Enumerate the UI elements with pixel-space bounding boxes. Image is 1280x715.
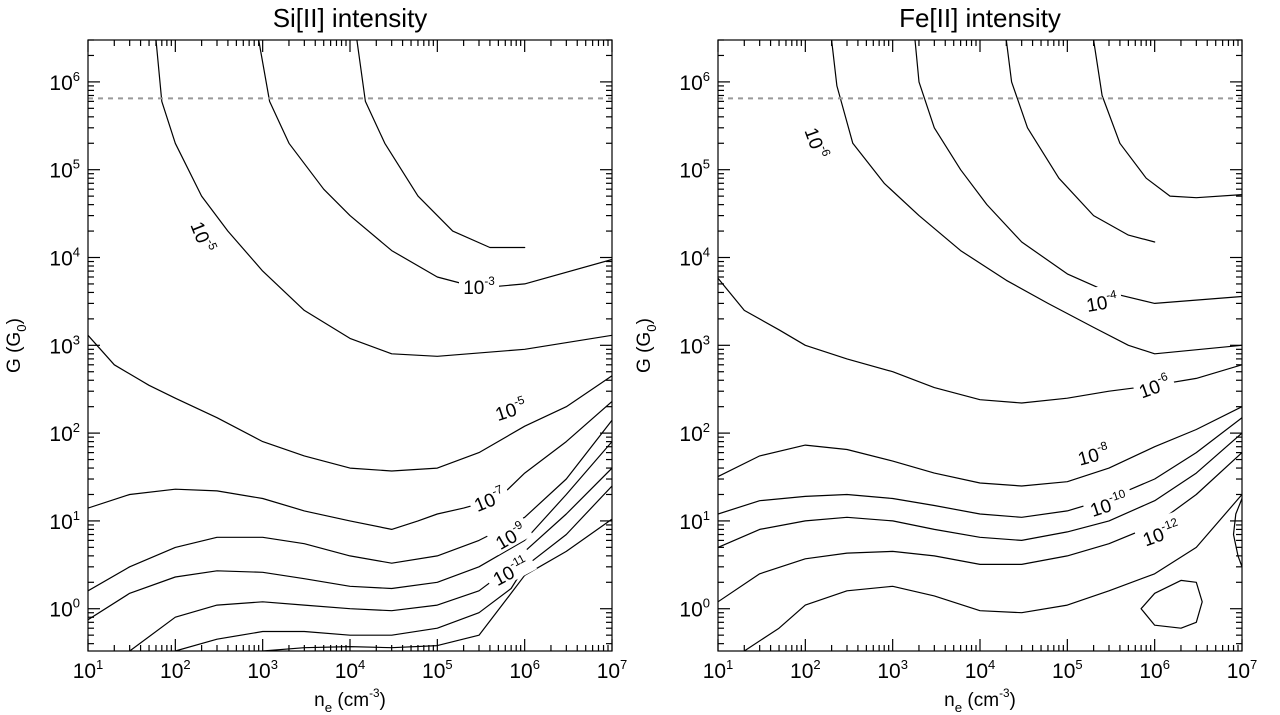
contour-label-text: 10-3 — [463, 275, 495, 299]
contour-label-bg — [481, 545, 537, 592]
chart-title: Si[II] intensity — [273, 3, 428, 33]
y-tick-label: 104 — [679, 245, 710, 271]
x-axis-label: ne (cm-3) — [314, 687, 386, 715]
contour-label: 10-4 — [1079, 283, 1124, 317]
contour-label: 10-10 — [1080, 481, 1136, 522]
x-tick-label: 104 — [335, 657, 366, 683]
contour-line — [155, 40, 612, 357]
contour-label-bg — [1079, 283, 1124, 316]
contour-line — [174, 485, 612, 651]
contour-line — [262, 518, 612, 651]
contour-line — [1232, 497, 1242, 568]
contour-label-bg — [486, 388, 533, 426]
y-tick-label: 102 — [679, 420, 710, 446]
contour-label-bg — [1080, 481, 1136, 522]
contour-line — [718, 417, 1242, 518]
contour-label: 10-7 — [464, 477, 512, 517]
y-tick-label: 106 — [49, 69, 80, 95]
contour-line — [88, 441, 612, 621]
contour-label: 10-6 — [1130, 364, 1177, 403]
contour-line — [88, 400, 612, 530]
contour-label-bg — [459, 271, 499, 297]
contour-label: 10-3 — [459, 271, 499, 299]
chart-title: Fe[II] intensity — [899, 3, 1061, 33]
contour-lines — [88, 40, 612, 651]
x-tick-label: 103 — [877, 657, 908, 683]
contour-line — [831, 40, 1242, 355]
x-tick-label: 101 — [703, 657, 734, 683]
x-tick-label: 102 — [790, 657, 821, 683]
y-tick-label: 104 — [49, 245, 80, 271]
contour-label-bg — [1069, 434, 1116, 470]
contour-label: 10-5 — [486, 388, 533, 426]
contour-label-bg — [485, 512, 533, 556]
y-tick-label: 103 — [679, 332, 710, 358]
contour-line — [1140, 579, 1203, 629]
contour-line — [88, 334, 612, 472]
y-tick-label: 100 — [679, 596, 710, 622]
contour-line — [743, 493, 1242, 651]
x-tick-label: 106 — [1139, 657, 1170, 683]
x-tick-label: 107 — [1227, 657, 1258, 683]
contour-label-text: 10-10 — [1087, 487, 1131, 522]
contour-line — [718, 432, 1242, 548]
x-tick-label: 106 — [509, 657, 540, 683]
x-axis-label: ne (cm-3) — [944, 687, 1016, 715]
x-tick-label: 104 — [965, 657, 996, 683]
x-tick-label: 102 — [160, 657, 191, 683]
y-tick-label: 102 — [49, 420, 80, 446]
x-tick-label: 105 — [422, 657, 453, 683]
y-tick-label: 100 — [49, 596, 80, 622]
y-tick-label: 105 — [49, 157, 80, 183]
y-tick-label: 106 — [679, 69, 710, 95]
contour-label-bg — [464, 477, 512, 517]
contour-line — [258, 40, 612, 289]
panel-si-ii: Si[II] intensity10-510-310-510-710-910-1… — [4, 3, 627, 715]
contour-line — [914, 40, 1242, 304]
y-tick-label: 101 — [679, 508, 710, 534]
contour-label: 10-8 — [1069, 434, 1116, 471]
y-tick-label: 103 — [49, 332, 80, 358]
x-tick-label: 101 — [73, 657, 104, 683]
contour-label: 10-9 — [485, 512, 533, 556]
contour-label-bg — [800, 118, 839, 166]
contour-line — [1093, 40, 1242, 199]
contour-label-text: 10-4 — [1084, 288, 1120, 317]
x-tick-label: 103 — [247, 657, 278, 683]
contour-line — [1005, 40, 1156, 243]
contour-label-text: 10-5 — [492, 393, 530, 426]
contour-label-bg — [1132, 510, 1188, 552]
contour-label: 10-6 — [800, 118, 839, 166]
contour-label: 10-11 — [481, 545, 537, 592]
contour-line — [718, 406, 1242, 487]
contour-line — [88, 419, 612, 592]
panel-fe-ii: Fe[II] intensity 10-6 10-4 10-6 10-8 10-1010-… — [634, 3, 1257, 715]
contour-label-bg — [1130, 364, 1177, 403]
x-tick-label: 105 — [1052, 657, 1083, 683]
contour-lines — [718, 40, 1242, 651]
contour-label-bg — [185, 212, 225, 260]
x-tick-label: 107 — [597, 657, 628, 683]
y-axis-label: G (G0) — [4, 318, 29, 373]
y-tick-label: 101 — [49, 508, 80, 534]
plot-frame — [717, 39, 1243, 652]
y-axis-label: G (G0) — [634, 318, 659, 373]
contour-line — [356, 40, 526, 249]
contour-label: 10-12 — [1132, 510, 1188, 552]
y-tick-label: 105 — [679, 157, 710, 183]
